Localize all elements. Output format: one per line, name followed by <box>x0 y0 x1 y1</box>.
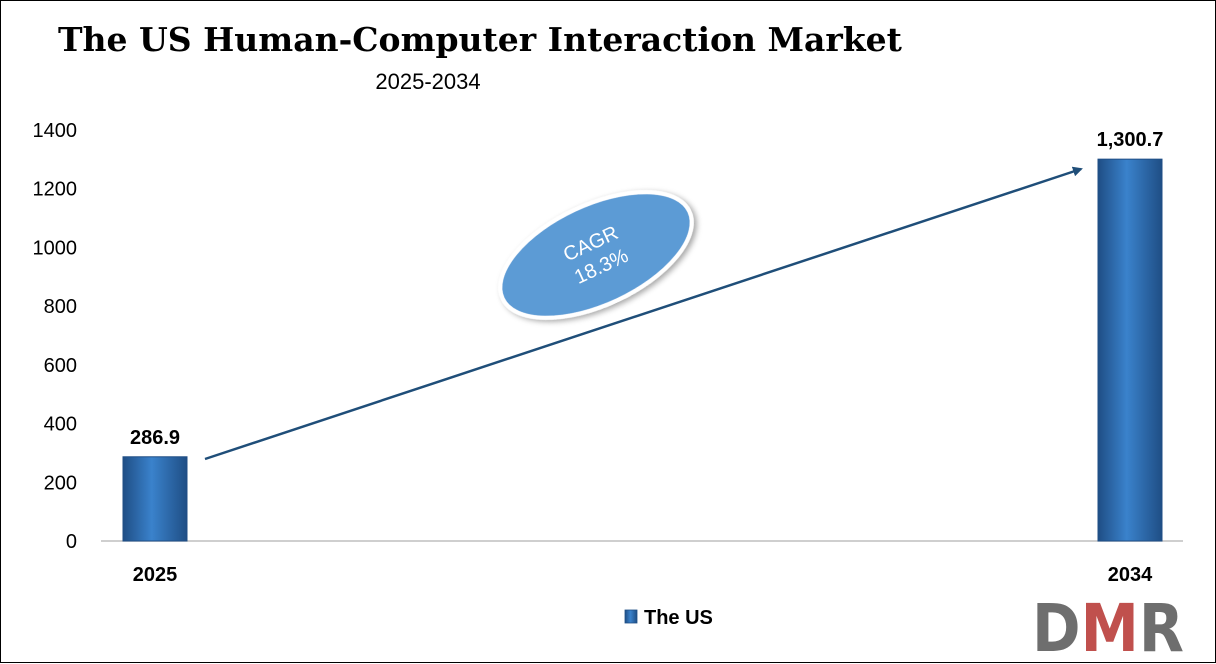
y-axis-ticks: 0 200 400 600 800 1000 1200 1400 <box>33 120 78 553</box>
y-tick-label: 1200 <box>33 179 78 201</box>
y-tick-label: 400 <box>44 414 77 436</box>
x-axis-categories: 2025 2034 <box>133 564 1153 586</box>
logo-letter-d: D <box>1032 590 1081 664</box>
x-category-label: 2034 <box>1108 564 1153 586</box>
data-label-2025: 286.9 <box>130 427 180 449</box>
svg-text:DMR: DMR <box>1032 590 1184 664</box>
logo-letter-m: M <box>1081 590 1139 664</box>
y-tick-label: 600 <box>44 355 77 377</box>
logo-letter-r: R <box>1139 590 1184 664</box>
data-label-2034: 1,300.7 <box>1097 129 1164 151</box>
legend-label: The US <box>644 607 713 629</box>
y-tick-label: 1000 <box>33 237 78 259</box>
cagr-ellipse <box>498 190 694 320</box>
y-tick-label: 800 <box>44 296 77 318</box>
y-tick-label: 1400 <box>33 120 78 142</box>
chart-title: The US Human-Computer Interaction Market <box>58 20 903 59</box>
bar-2025 <box>122 456 188 542</box>
legend-swatch <box>624 609 638 624</box>
y-tick-label: 200 <box>44 472 77 494</box>
cagr-badge: CAGR 18.3% <box>498 190 694 320</box>
y-tick-label: 0 <box>66 531 77 553</box>
bar-2034 <box>1097 158 1163 542</box>
growth-arrow <box>204 166 1083 461</box>
bar-series: 286.9 1,300.7 <box>122 129 1164 542</box>
x-category-label: 2025 <box>133 564 178 586</box>
chart-subtitle: 2025-2034 <box>375 69 480 94</box>
legend: The US <box>624 607 713 629</box>
dmr-logo: DMR <box>1032 590 1184 664</box>
